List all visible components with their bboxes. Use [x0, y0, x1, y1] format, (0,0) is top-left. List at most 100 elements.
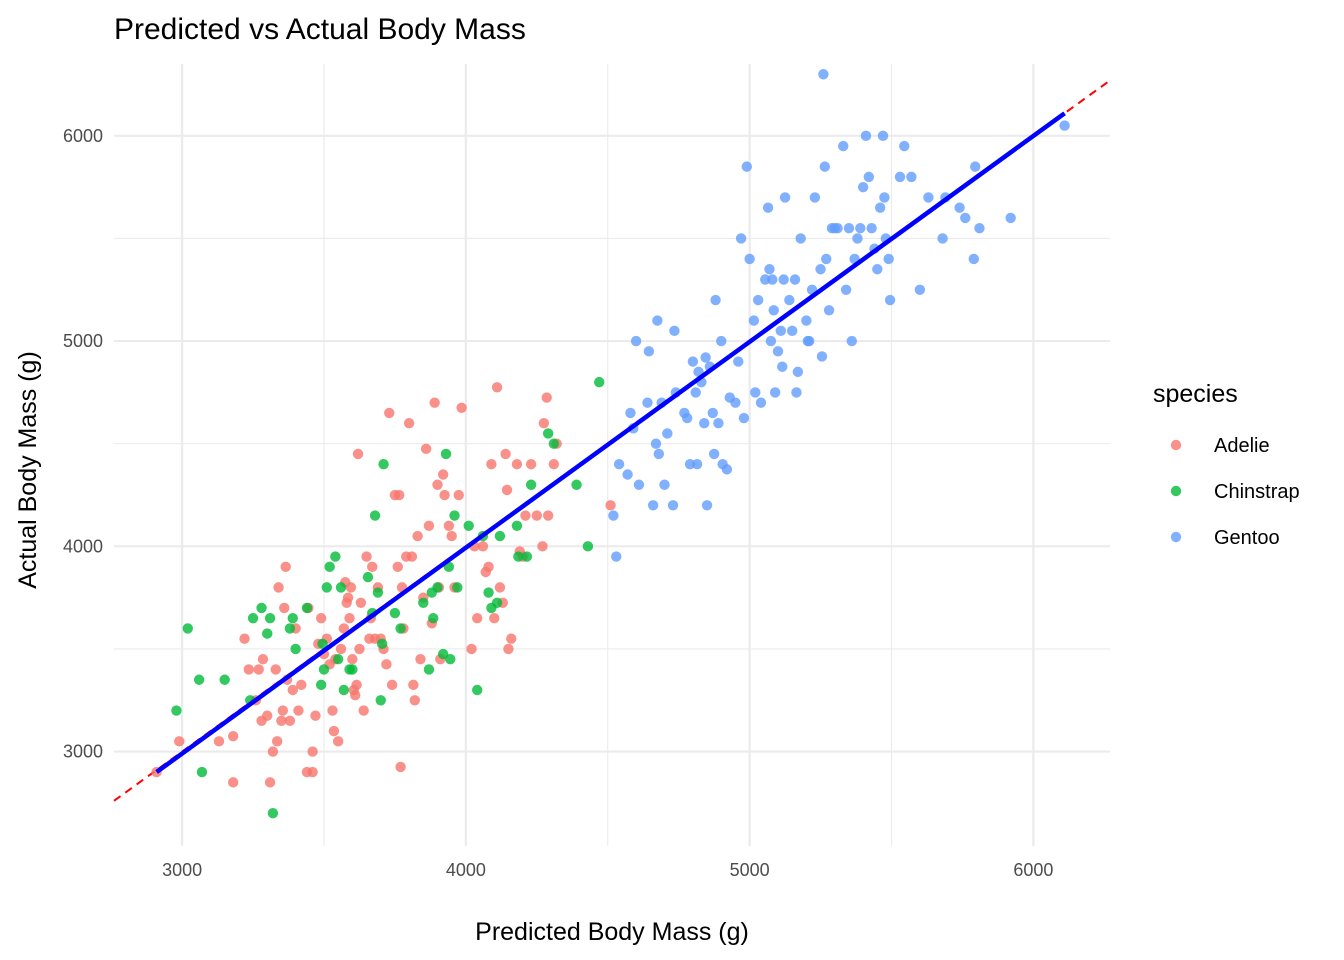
- data-point: [358, 705, 369, 716]
- data-point: [687, 356, 699, 367]
- data-point: [472, 612, 483, 624]
- data-point: [466, 643, 477, 655]
- data-point: [310, 710, 321, 721]
- data-point: [247, 612, 259, 624]
- data-point: [445, 654, 456, 665]
- data-point: [227, 730, 239, 742]
- data-point: [284, 715, 296, 726]
- data-point: [906, 171, 917, 183]
- data-point: [525, 459, 537, 470]
- data-point: [860, 130, 872, 142]
- data-point: [804, 335, 815, 347]
- data-point: [970, 161, 981, 172]
- data-point: [857, 181, 869, 193]
- points-layer: [151, 69, 1070, 819]
- data-point: [439, 489, 450, 501]
- data-point: [332, 654, 344, 665]
- data-point: [501, 484, 513, 496]
- data-point: [525, 479, 537, 490]
- data-point: [477, 541, 489, 552]
- data-point: [650, 438, 662, 449]
- data-point: [264, 777, 276, 788]
- data-point: [347, 654, 358, 665]
- data-point: [378, 459, 389, 470]
- data-point: [923, 192, 934, 203]
- data-point: [369, 510, 381, 521]
- data-point: [733, 356, 744, 367]
- data-point: [503, 643, 514, 655]
- data-point: [1059, 120, 1070, 131]
- data-point: [423, 520, 435, 532]
- legend-item-chinstrap: Chinstrap: [1170, 481, 1300, 503]
- data-point: [182, 623, 193, 634]
- y-tick-label: 5000: [63, 331, 103, 351]
- data-point: [877, 130, 889, 142]
- legend-key: [1170, 439, 1182, 451]
- data-point: [381, 659, 392, 670]
- data-point: [777, 361, 788, 372]
- data-point: [741, 161, 752, 172]
- data-point: [622, 469, 633, 480]
- data-point: [769, 387, 781, 398]
- data-point: [335, 643, 347, 655]
- data-point: [647, 500, 659, 511]
- legend-label: Adelie: [1214, 435, 1270, 457]
- data-point: [376, 638, 388, 650]
- data-point: [571, 479, 582, 490]
- data-point: [239, 633, 250, 644]
- data-point: [701, 500, 713, 511]
- data-point: [744, 253, 755, 265]
- data-point: [699, 417, 710, 429]
- data-point: [691, 459, 703, 470]
- data-point: [548, 459, 560, 470]
- y-axis-label: Actual Body Mass (g): [14, 351, 42, 589]
- data-point: [652, 315, 663, 326]
- data-point: [257, 654, 269, 665]
- data-point: [196, 766, 208, 778]
- x-tick-labels: 3000 4000 5000 6000: [162, 860, 1053, 880]
- data-point: [899, 140, 910, 152]
- data-point: [395, 623, 406, 634]
- data-point: [594, 376, 605, 388]
- data-point: [328, 725, 340, 737]
- data-point: [243, 664, 254, 675]
- data-point: [894, 171, 906, 183]
- data-point: [213, 736, 225, 747]
- data-point: [392, 561, 403, 573]
- data-point: [267, 746, 279, 757]
- data-point: [318, 664, 330, 675]
- data-point: [384, 407, 395, 419]
- series-chinstrap: [171, 376, 605, 819]
- y-tick-labels: 3000 4000 5000 6000: [63, 126, 103, 762]
- data-point: [538, 417, 550, 429]
- data-point: [270, 664, 281, 675]
- data-point: [449, 510, 460, 521]
- data-point: [412, 530, 423, 542]
- data-point: [420, 443, 432, 455]
- legend-items: Adelie Chinstrap Gentoo: [1170, 435, 1300, 549]
- data-point: [362, 571, 374, 583]
- data-point: [752, 294, 764, 306]
- data-point: [531, 510, 543, 521]
- data-point: [708, 448, 720, 460]
- data-point: [792, 366, 804, 378]
- data-point: [1005, 212, 1016, 224]
- data-point: [914, 284, 926, 295]
- data-point: [818, 69, 829, 80]
- data-point: [605, 500, 616, 511]
- data-point: [765, 335, 777, 347]
- data-point: [354, 643, 365, 655]
- data-point: [279, 602, 290, 614]
- data-point: [491, 597, 503, 608]
- data-point: [960, 212, 971, 224]
- data-point: [855, 222, 866, 234]
- data-point: [227, 777, 239, 788]
- data-point: [738, 412, 750, 424]
- y-tick-label: 4000: [63, 536, 103, 556]
- data-point: [293, 705, 304, 716]
- fit-line: [155, 111, 1066, 774]
- data-point: [625, 407, 636, 419]
- data-point: [219, 674, 230, 685]
- data-point: [874, 202, 886, 213]
- data-point: [287, 684, 298, 696]
